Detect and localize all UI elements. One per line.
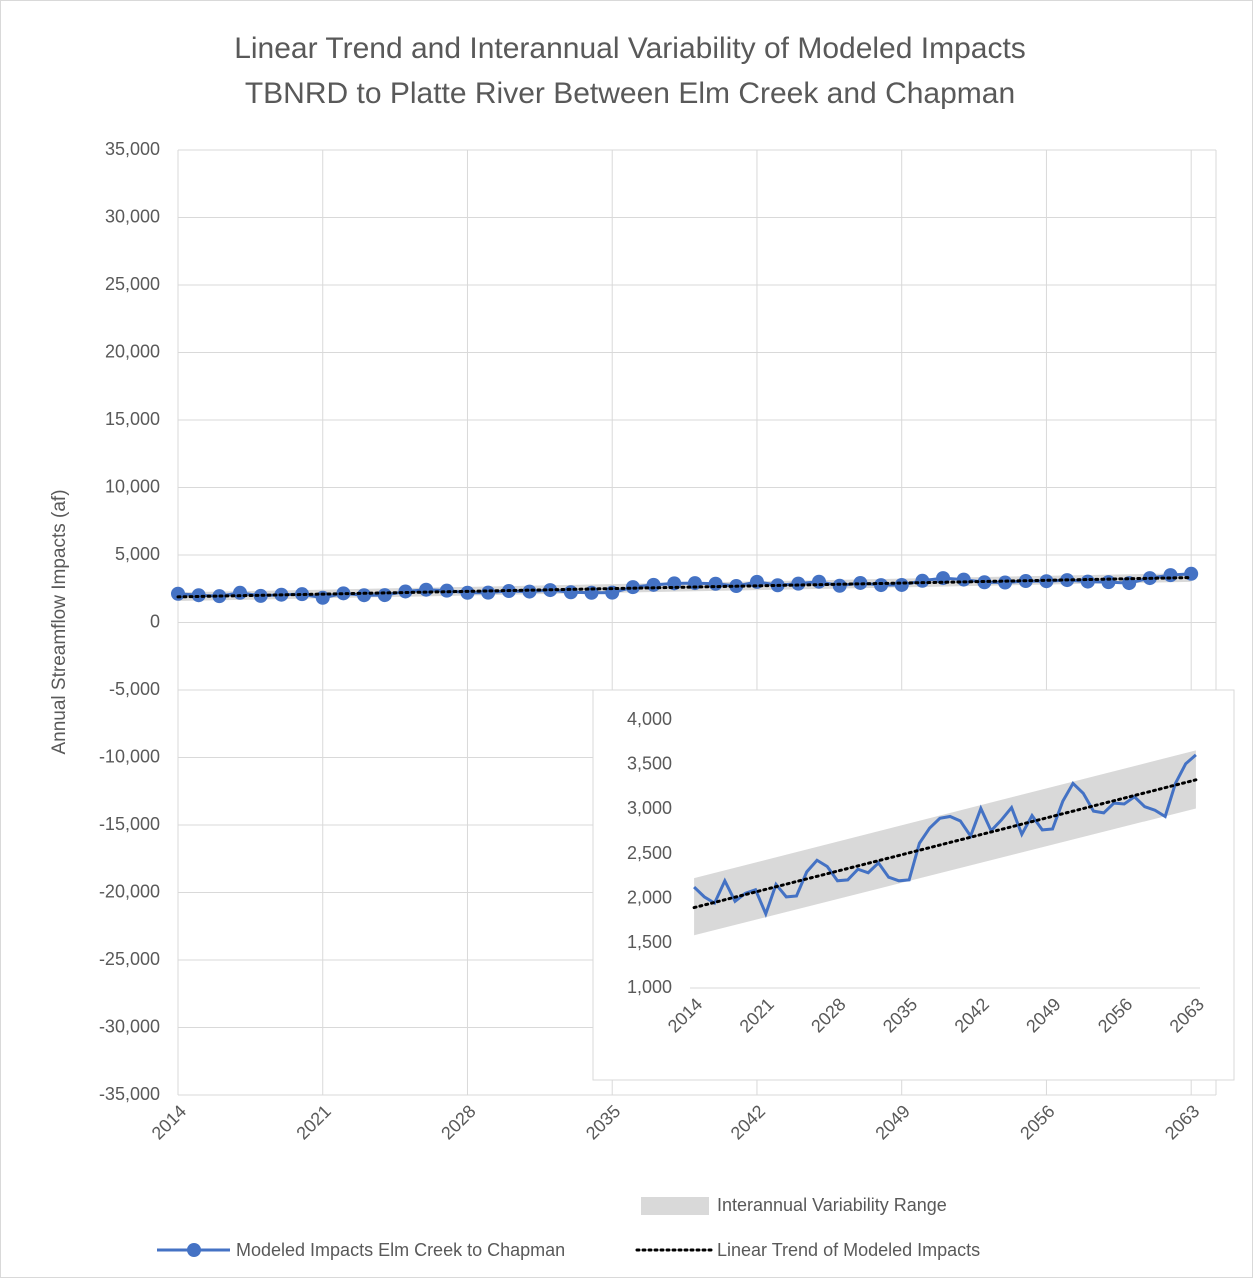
data-point [915, 573, 930, 588]
y-tick-label: -10,000 [99, 746, 160, 766]
data-point [439, 583, 454, 598]
data-point [811, 574, 826, 589]
y-tick-label: -30,000 [99, 1016, 160, 1036]
y-tick-label: -20,000 [99, 881, 160, 901]
data-point [481, 585, 496, 600]
data-point [357, 588, 372, 603]
data-point [377, 588, 392, 603]
data-point [874, 578, 889, 593]
data-point [646, 577, 661, 592]
data-point [1163, 568, 1178, 583]
legend-label: Linear Trend of Modeled Impacts [717, 1240, 980, 1260]
y-tick-label: 3,000 [627, 798, 672, 818]
data-point [956, 572, 971, 587]
data-point [832, 578, 847, 593]
y-tick-label: 4,000 [627, 709, 672, 729]
legend-swatch [641, 1197, 709, 1215]
data-point [894, 577, 909, 592]
y-axis-label: Annual Streamflow Impacts (af) [49, 489, 70, 754]
y-tick-label: 20,000 [105, 341, 160, 361]
y-tick-label: 15,000 [105, 409, 160, 429]
legend-swatch [187, 1243, 201, 1257]
data-point [687, 576, 702, 591]
y-tick-label: -25,000 [99, 949, 160, 969]
legend-label: Modeled Impacts Elm Creek to Chapman [236, 1240, 565, 1260]
legend-label: Interannual Variability Range [717, 1195, 947, 1215]
y-tick-label: -5,000 [109, 679, 160, 699]
y-tick-label: 10,000 [105, 476, 160, 496]
y-tick-label: 3,500 [627, 753, 672, 773]
trend-line [176, 576, 1193, 599]
data-point [295, 587, 310, 602]
data-point [708, 576, 723, 591]
y-tick-label: 2,500 [627, 843, 672, 863]
chart-title: TBNRD to Platte River Between Elm Creek … [245, 77, 1015, 110]
data-point [233, 585, 248, 600]
data-point [522, 584, 537, 599]
data-point [419, 582, 434, 597]
y-tick-label: 25,000 [105, 274, 160, 294]
chart-title: Linear Trend and Interannual Variability… [234, 32, 1026, 65]
data-point [171, 586, 185, 601]
data-point [998, 575, 1013, 590]
data-point [853, 575, 868, 590]
data-point [1080, 574, 1095, 589]
y-tick-label: -15,000 [99, 814, 160, 834]
data-point [1039, 574, 1054, 589]
y-tick-label: 1,500 [627, 932, 672, 952]
y-tick-label: 1,000 [627, 977, 672, 997]
data-point [1101, 575, 1116, 590]
y-tick-label: 35,000 [105, 139, 160, 159]
y-tick-label: 0 [150, 611, 160, 631]
y-tick-label: 2,000 [627, 887, 672, 907]
y-tick-label: -35,000 [99, 1084, 160, 1104]
trend-line [692, 778, 1198, 910]
y-tick-label: 5,000 [115, 544, 160, 564]
y-tick-label: 30,000 [105, 206, 160, 226]
data-point [563, 585, 578, 600]
